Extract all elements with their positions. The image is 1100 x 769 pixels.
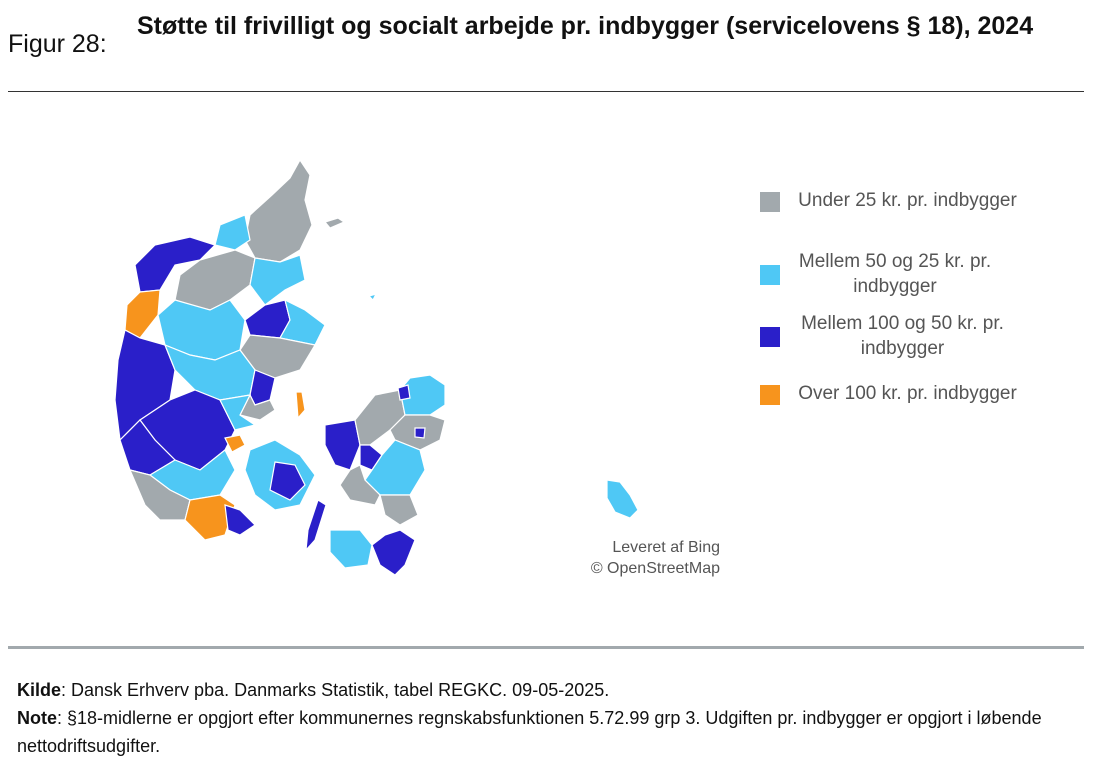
region-darkblue (224, 504, 256, 536)
source-text: : Dansk Erhverv pba. Danmarks Statistik,… (61, 680, 610, 700)
region-gray (244, 158, 313, 263)
region-darkblue (397, 384, 411, 401)
region-orange (295, 391, 306, 420)
legend-label: Mellem 50 og 25 kr. pr. indbygger (798, 251, 992, 297)
region-lightblue (367, 293, 378, 302)
legend-label: Mellem 100 og 50 kr. pr. indbygger (801, 313, 1004, 359)
region-lightblue (606, 479, 639, 519)
legend-item-over-100: Over 100 kr. pr. indbygger (760, 381, 1060, 406)
region-lightblue (214, 214, 251, 251)
map-legend: Under 25 kr. pr. indbygger Mellem 50 og … (760, 188, 1060, 426)
map-credit: Leveret af Bing © OpenStreetMap (570, 537, 720, 579)
credit-osm: © OpenStreetMap (590, 560, 720, 577)
note-text: : §18-midlerne er opgjort efter kommuner… (17, 708, 1042, 756)
region-lightblue (329, 529, 373, 569)
figure-footer: Kilde: Dansk Erhverv pba. Danmarks Stati… (17, 676, 1087, 760)
region-darkblue (305, 499, 327, 552)
region-darkblue (371, 529, 416, 576)
source-line: Kilde: Dansk Erhverv pba. Danmarks Stati… (17, 676, 1087, 704)
region-lightblue (219, 394, 257, 431)
region-orange (184, 494, 236, 541)
note-label: Note (17, 708, 57, 728)
figure-label: Figur 28: (8, 30, 107, 58)
region-gray (323, 217, 346, 229)
region-darkblue (324, 419, 361, 471)
region-gray (339, 464, 381, 506)
legend-item-under-25: Under 25 kr. pr. indbygger (760, 188, 1060, 213)
divider-top (8, 91, 1084, 92)
legend-item-50-100: Mellem 100 og 50 kr. pr. indbygger (760, 311, 1060, 361)
credit-bing: Leveret af Bing (612, 539, 720, 556)
region-gray (379, 494, 419, 526)
region-darkblue (414, 427, 426, 439)
divider-bottom (8, 646, 1084, 649)
legend-label: Under 25 kr. pr. indbygger (798, 190, 1017, 211)
legend-swatch-lightblue (760, 265, 780, 285)
denmark-map (114, 158, 639, 576)
legend-item-25-50: Mellem 50 og 25 kr. pr. indbygger (760, 249, 1060, 299)
region-orange (124, 289, 161, 339)
source-label: Kilde (17, 680, 62, 700)
region-orange (224, 434, 246, 453)
legend-swatch-darkblue (760, 327, 780, 347)
region-lightblue (249, 254, 306, 306)
legend-label: Over 100 kr. pr. indbygger (798, 383, 1017, 404)
note-line: Note: §18-midlerne er opgjort efter komm… (17, 704, 1087, 760)
region-darkblue (269, 461, 306, 501)
legend-swatch-gray (760, 192, 780, 212)
legend-swatch-orange (760, 385, 780, 405)
figure-title: Støtte til frivilligt og socialt arbejde… (137, 12, 1034, 40)
